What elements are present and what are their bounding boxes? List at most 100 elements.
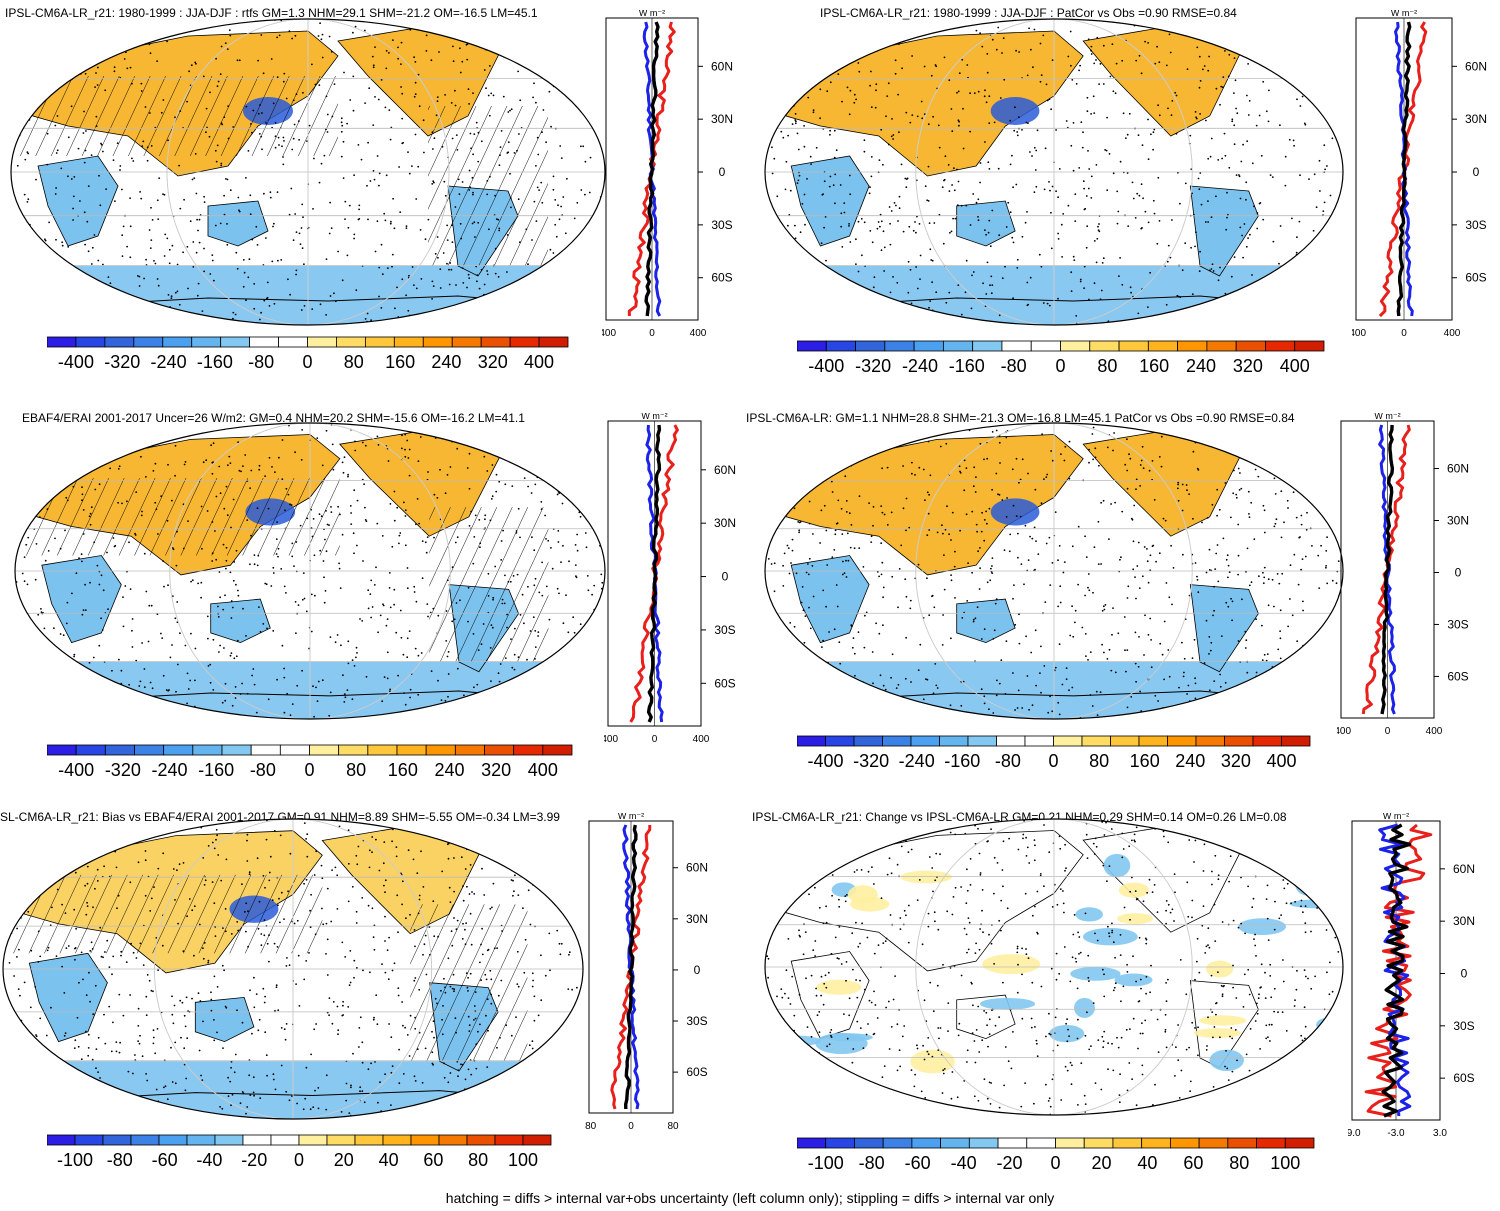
lat-tick-label: 60N (686, 861, 708, 875)
profile-x-tick-label: 0 (1401, 328, 1407, 339)
profile-x-tick-label: -400 (602, 328, 616, 339)
profile-total-line (1381, 823, 1412, 1118)
profile-unit: W m⁻² (1383, 813, 1409, 821)
colorbar-swatch (1141, 1137, 1171, 1149)
colorbar-swatch (338, 744, 369, 756)
colorbar-swatch (102, 1134, 132, 1146)
lat-tick-label: 60N (711, 59, 733, 73)
colorbar-swatch (882, 1137, 913, 1149)
colorbar-swatch (309, 744, 340, 756)
colorbar-swatch (972, 340, 1003, 352)
colorbar-swatch (307, 336, 337, 348)
colorbar-tick-label: 80 (344, 352, 364, 372)
colorbar-tick-label: -400 (58, 352, 94, 372)
colorbar-swatch (884, 340, 915, 352)
colorbar-tick-label: -80 (107, 1150, 133, 1170)
colorbar-swatch (249, 336, 279, 348)
colorbar-tick-label: -80 (248, 352, 274, 372)
colorbar-tick-label: -80 (859, 1153, 885, 1173)
colorbar-swatch (1235, 340, 1266, 352)
profile-x-tick-label: -9.0 (1348, 1128, 1361, 1139)
colorbar-swatch (354, 1134, 384, 1146)
colorbar-tick-label: 20 (334, 1150, 354, 1170)
colorbar-tick-label: 60 (423, 1150, 443, 1170)
colorbar-tick-label: -40 (951, 1153, 977, 1173)
colorbar-tick-label: 40 (1137, 1153, 1157, 1173)
colorbar: -100 -80 -60 -40 -20 0 20 40 60 80 100 (797, 1137, 1315, 1173)
colorbar-swatch (967, 735, 997, 747)
colorbar-swatch (494, 1134, 524, 1146)
profile-x-tick-label: -3.0 (1387, 1128, 1405, 1139)
colorbar-swatch (104, 744, 135, 756)
profile-x-tick-label: 0 (652, 734, 658, 745)
colorbar-swatch (396, 744, 427, 756)
colorbar-tick-label: 320 (478, 352, 508, 372)
colorbar-swatch (270, 1134, 300, 1146)
colorbar-tick-label: 60 (1183, 1153, 1203, 1173)
colorbar-tick-label: -240 (151, 352, 187, 372)
world-map (14, 422, 606, 720)
colorbar-swatch (158, 1134, 188, 1146)
colorbar-swatch (454, 744, 485, 756)
lat-tick-label: 30S (1453, 1019, 1474, 1033)
colorbar-tick-label: 160 (388, 760, 418, 780)
panel-title: IPSL-CM6A-LR: GM=1.1 NHM=28.8 SHM=-21.3 … (746, 411, 1295, 425)
colorbar-tick-label: 100 (508, 1150, 538, 1170)
colorbar-swatch (854, 1137, 884, 1149)
profile-x-tick-label: 0 (1385, 726, 1391, 737)
colorbar-swatch (393, 336, 424, 348)
colorbar-swatch (438, 1134, 468, 1146)
colorbar-swatch (279, 744, 310, 756)
zonal-profile: W m⁻² 60N 30N 0 30S 60S -400 0 400 (602, 10, 733, 339)
colorbar-tick-label: 0 (294, 1150, 304, 1170)
colorbar-swatch (480, 336, 511, 348)
lat-tick-label: 30N (686, 912, 708, 926)
colorbar-tick-label: -160 (198, 760, 234, 780)
colorbar-swatch (1026, 1137, 1056, 1149)
colorbar: -400 -320 -240 -160 -80 0 80 160 240 320 400 (797, 735, 1311, 771)
lat-tick-label: 0 (694, 963, 701, 977)
colorbar-tick-label: 80 (468, 1150, 488, 1170)
colorbar-swatch (1024, 735, 1054, 747)
colorbar-swatch (940, 1137, 970, 1149)
colorbar-swatch (410, 1134, 440, 1146)
profile-unit: W m⁻² (1391, 10, 1417, 18)
zonal-profile: W m⁻² 60N 30N 0 30S 60S -400 0 400 (604, 413, 736, 745)
profile-total-line (644, 21, 660, 317)
profile-x-tick-label: 0 (628, 1121, 634, 1132)
colorbar-swatch (298, 1134, 328, 1146)
colorbar-swatch (1138, 735, 1168, 747)
profile-total-line (624, 824, 638, 1110)
colorbar-swatch (163, 744, 194, 756)
profile-land-line (1364, 823, 1433, 1118)
profile-unit: W m⁻² (618, 813, 644, 821)
colorbar-tick-label: -160 (197, 352, 233, 372)
colorbar-swatch (942, 340, 974, 352)
colorbar-swatch (336, 336, 366, 348)
colorbar-swatch (75, 336, 106, 348)
lat-tick-label: 0 (719, 165, 726, 179)
colorbar-swatch (250, 744, 281, 756)
lat-tick-label: 60N (1465, 59, 1487, 73)
colorbar-tick-label: 400 (1280, 356, 1310, 376)
profile-unit: W m⁻² (1374, 413, 1400, 421)
lat-tick-label: 60N (714, 463, 736, 477)
colorbar-swatch (1294, 340, 1325, 352)
colorbar-swatch (364, 336, 395, 348)
zonal-profile: W m⁻² 60N 30N 0 30S 60S -400 0 400 (1352, 10, 1487, 339)
colorbar-swatch (133, 336, 164, 348)
colorbar-swatch (853, 735, 883, 747)
lat-tick-label: 30S (711, 218, 732, 232)
colorbar-swatch (242, 1134, 272, 1146)
colorbar-swatch (1167, 735, 1197, 747)
zonal-profile: W m⁻² 60N 30N 0 30S 60S -400 0 400 (1337, 413, 1469, 737)
lat-tick-label: 30N (714, 516, 736, 530)
lat-tick-label: 60N (1447, 462, 1469, 476)
colorbar-tick-label: 400 (1266, 751, 1296, 771)
colorbar-swatch (382, 1134, 412, 1146)
profile-x-tick-label: 80 (667, 1121, 679, 1132)
profile-x-tick-label: 400 (1444, 328, 1461, 339)
colorbar: -400 -320 -240 -160 -80 0 80 160 240 320 400 (47, 744, 573, 780)
colorbar-tick-label: 0 (1050, 1153, 1060, 1173)
lat-tick-label: 0 (1461, 966, 1468, 980)
